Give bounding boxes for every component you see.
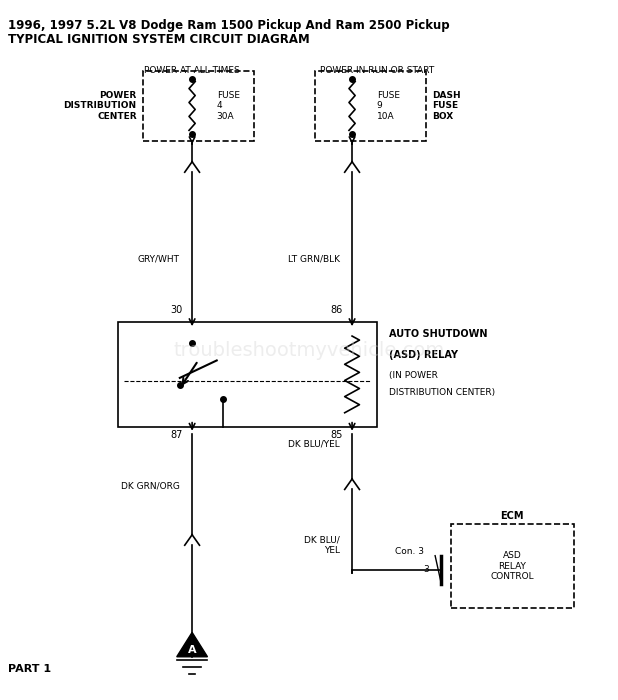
Text: Con. 3: Con. 3 (395, 547, 424, 556)
Text: 30: 30 (171, 305, 183, 315)
Text: DK BLU/YEL: DK BLU/YEL (288, 440, 340, 449)
Bar (451, 524, 574, 608)
Text: PART 1: PART 1 (7, 664, 51, 674)
Bar (315, 71, 426, 141)
Text: FUSE
9
10A: FUSE 9 10A (377, 91, 400, 121)
Text: ECM: ECM (501, 511, 524, 521)
Text: GRY/WHT: GRY/WHT (138, 255, 180, 264)
Text: DK BLU/
YEL: DK BLU/ YEL (304, 536, 340, 555)
Text: 86: 86 (331, 305, 343, 315)
Polygon shape (177, 632, 208, 657)
Text: TYPICAL IGNITION SYSTEM CIRCUIT DIAGRAM: TYPICAL IGNITION SYSTEM CIRCUIT DIAGRAM (7, 33, 309, 46)
Text: (ASD) RELAY: (ASD) RELAY (389, 350, 458, 360)
Text: DASH
FUSE
BOX: DASH FUSE BOX (432, 91, 460, 121)
Text: 85: 85 (331, 430, 343, 440)
Text: POWER IN RUN OR START: POWER IN RUN OR START (320, 66, 434, 75)
Text: 3: 3 (423, 565, 429, 574)
Text: AUTO SHUTDOWN: AUTO SHUTDOWN (389, 329, 488, 339)
Text: LT GRN/BLK: LT GRN/BLK (288, 255, 340, 264)
Text: A: A (188, 645, 197, 654)
Bar (143, 71, 253, 141)
Text: POWER
DISTRIBUTION
CENTER: POWER DISTRIBUTION CENTER (64, 91, 137, 121)
Text: POWER AT ALL TIMES: POWER AT ALL TIMES (144, 66, 240, 75)
Text: DISTRIBUTION CENTER): DISTRIBUTION CENTER) (389, 389, 495, 398)
Text: troubleshootmyvehicle.com: troubleshootmyvehicle.com (174, 340, 444, 360)
Text: 87: 87 (171, 430, 183, 440)
Bar (118, 322, 377, 427)
Text: (IN POWER: (IN POWER (389, 371, 438, 380)
Text: 1996, 1997 5.2L V8 Dodge Ram 1500 Pickup And Ram 2500 Pickup: 1996, 1997 5.2L V8 Dodge Ram 1500 Pickup… (7, 19, 449, 32)
Text: FUSE
4
30A: FUSE 4 30A (217, 91, 240, 121)
Text: DK GRN/ORG: DK GRN/ORG (121, 482, 180, 491)
Text: ASD
RELAY
CONTROL: ASD RELAY CONTROL (490, 551, 534, 581)
